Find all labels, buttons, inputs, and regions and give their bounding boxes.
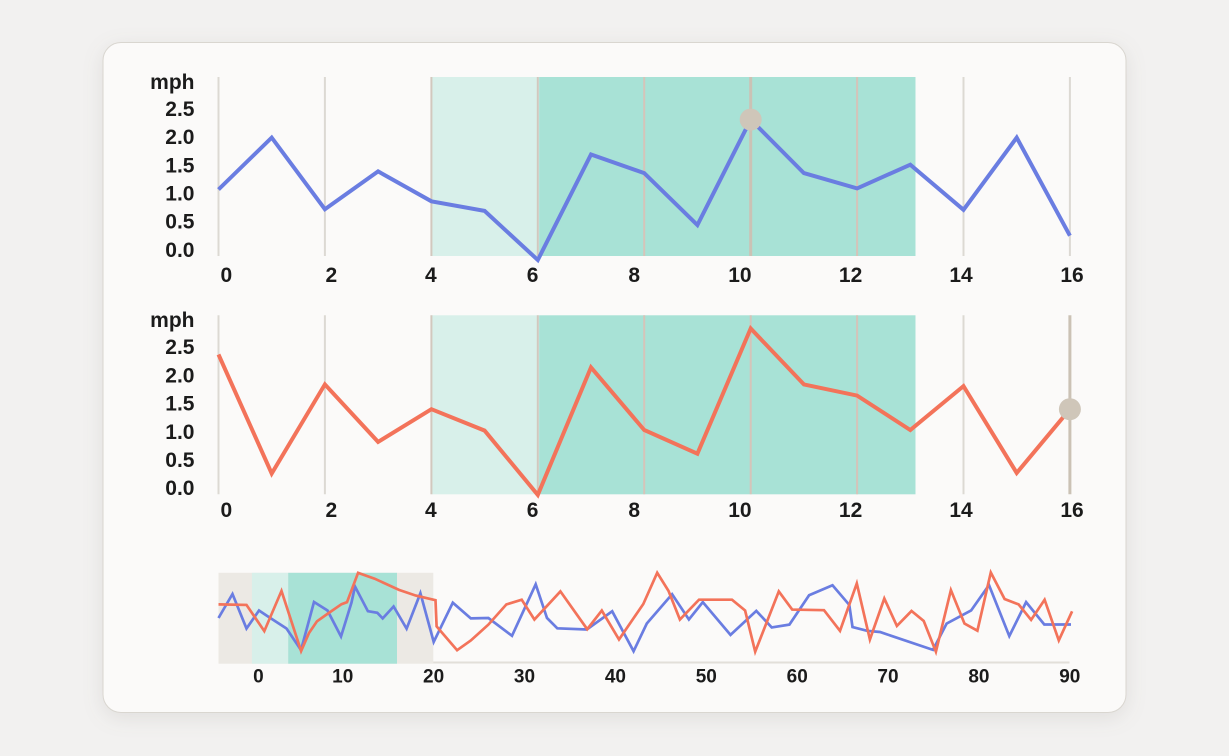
svg-text:16: 16 [1060, 499, 1083, 522]
svg-text:2: 2 [326, 264, 338, 287]
svg-text:2.0: 2.0 [165, 126, 194, 149]
svg-text:14: 14 [949, 499, 973, 522]
svg-text:mph: mph [150, 309, 194, 332]
svg-text:6: 6 [527, 499, 539, 522]
svg-text:40: 40 [605, 666, 626, 687]
svg-text:14: 14 [949, 264, 973, 287]
svg-text:1.5: 1.5 [165, 154, 195, 177]
svg-text:2: 2 [326, 499, 338, 522]
svg-text:90: 90 [1059, 666, 1080, 687]
svg-text:1.0: 1.0 [165, 183, 194, 206]
svg-text:12: 12 [839, 264, 862, 287]
svg-text:60: 60 [787, 666, 808, 687]
svg-text:10: 10 [332, 666, 353, 687]
svg-text:70: 70 [877, 666, 898, 687]
svg-text:10: 10 [728, 499, 751, 522]
svg-text:50: 50 [696, 666, 717, 687]
svg-text:0.0: 0.0 [165, 477, 194, 500]
svg-text:4: 4 [425, 499, 437, 522]
svg-text:80: 80 [968, 666, 989, 687]
svg-text:2.0: 2.0 [165, 364, 194, 387]
svg-text:2.5: 2.5 [165, 98, 195, 121]
svg-text:0.0: 0.0 [165, 239, 194, 262]
svg-text:8: 8 [628, 499, 640, 522]
svg-text:mph: mph [150, 71, 194, 94]
svg-text:0.5: 0.5 [165, 449, 195, 472]
svg-text:16: 16 [1060, 264, 1083, 287]
svg-text:0: 0 [220, 499, 232, 522]
svg-text:6: 6 [527, 264, 539, 287]
svg-text:4: 4 [425, 264, 437, 287]
svg-text:2.5: 2.5 [165, 336, 195, 359]
svg-text:0.5: 0.5 [165, 211, 195, 234]
svg-text:1.5: 1.5 [165, 393, 195, 416]
svg-text:8: 8 [628, 264, 640, 287]
svg-text:1.0: 1.0 [165, 421, 194, 444]
svg-text:0: 0 [253, 666, 264, 687]
svg-text:12: 12 [839, 499, 862, 522]
svg-text:20: 20 [423, 666, 444, 687]
svg-text:30: 30 [514, 666, 535, 687]
svg-text:0: 0 [220, 264, 232, 287]
svg-text:10: 10 [728, 264, 751, 287]
